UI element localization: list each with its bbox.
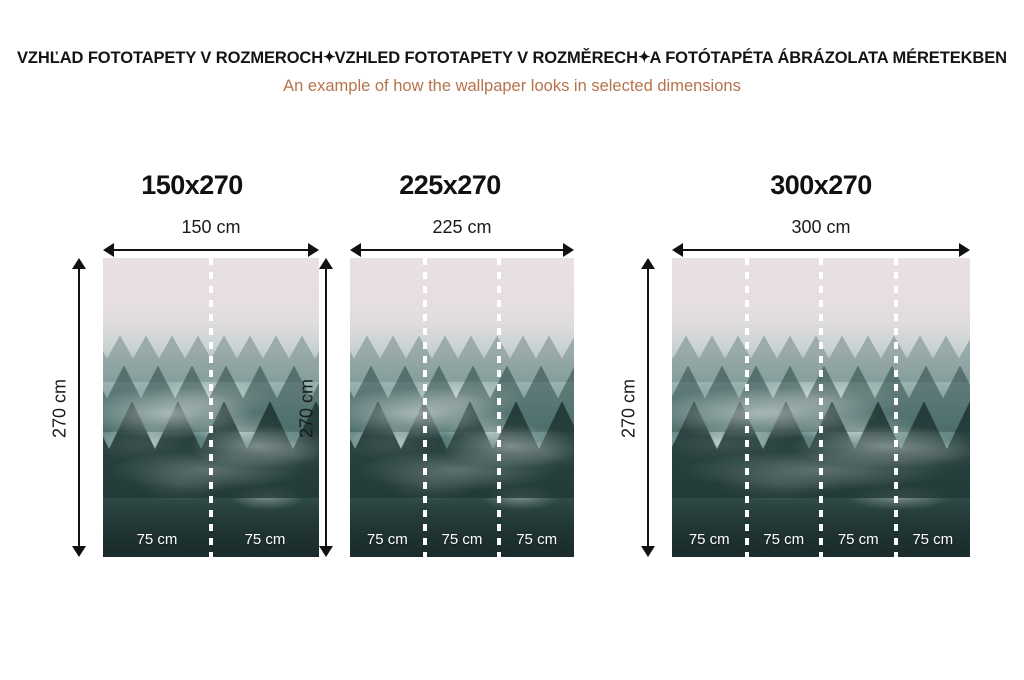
strip-width-label: 75 cm xyxy=(516,531,558,548)
panel-height-label: 270 cm xyxy=(296,378,317,439)
panel-title: 225x270 xyxy=(399,170,501,200)
strip-width-label: 75 cm xyxy=(136,531,178,548)
panel-width-label: 225 cm xyxy=(432,217,492,237)
size-panel-150x270: 150x270 150 cm 270 cm 75 cm 75 cm xyxy=(40,170,320,570)
width-dimension-arrow xyxy=(103,243,319,257)
panel-width-label: 300 cm xyxy=(791,217,851,237)
arrow-shaft xyxy=(647,264,649,551)
panel-seam xyxy=(422,258,427,557)
strip-width-label: 75 cm xyxy=(244,531,286,548)
sparkle-icon: ✦ xyxy=(637,49,651,66)
height-dimension-arrow xyxy=(72,258,86,557)
arrow-head-right-icon xyxy=(959,243,970,257)
arrow-head-left-icon xyxy=(103,243,114,257)
arrow-head-down-icon xyxy=(319,546,333,557)
wallpaper-preview: 75 cm 75 cm 75 cm 75 cm xyxy=(672,258,970,557)
strip-width-label: 75 cm xyxy=(837,531,879,548)
panel-seam xyxy=(209,258,213,557)
arrow-head-left-icon xyxy=(350,243,361,257)
wallpaper-preview: 75 cm 75 cm 75 cm xyxy=(350,258,574,557)
size-panel-225x270: 225x270 225 cm 270 cm 75 cm 75 cm 75 cm xyxy=(288,170,598,570)
width-dimension-arrow xyxy=(350,243,574,257)
page-title-hu: A FOTÓTAPÉTA ÁBRÁZOLATA MÉRETEKBEN xyxy=(649,49,1008,67)
arrow-head-up-icon xyxy=(319,258,333,269)
strip-width-label: 75 cm xyxy=(688,531,730,548)
arrow-shaft xyxy=(356,249,568,251)
arrow-head-up-icon xyxy=(641,258,655,269)
width-dimension-arrow xyxy=(672,243,970,257)
page-subtitle: An example of how the wallpaper looks in… xyxy=(283,77,741,95)
panel-width-label: 150 cm xyxy=(181,217,241,237)
arrow-head-up-icon xyxy=(72,258,86,269)
page-title-sk: VZHĽAD FOTOTAPETY V ROZMEROCH xyxy=(17,49,324,67)
arrow-head-down-icon xyxy=(72,546,86,557)
header: VZHĽAD FOTOTAPETY V ROZMEROCH✦VZHLED FOT… xyxy=(0,48,1024,96)
strip-width-label: 75 cm xyxy=(763,531,805,548)
wallpaper-preview: 75 cm 75 cm xyxy=(103,258,319,557)
height-dimension-arrow xyxy=(641,258,655,557)
arrow-head-left-icon xyxy=(672,243,683,257)
strip-width-label: 75 cm xyxy=(441,531,483,548)
panel-height-label: 270 cm xyxy=(49,378,70,439)
arrow-shaft xyxy=(678,249,964,251)
strip-width-label: 75 cm xyxy=(366,531,408,548)
arrow-shaft xyxy=(109,249,313,251)
panel-title: 300x270 xyxy=(770,170,872,200)
arrow-head-right-icon xyxy=(563,243,574,257)
panel-seam xyxy=(744,258,749,557)
panel-seam xyxy=(819,258,823,557)
arrow-shaft xyxy=(78,264,80,551)
bottom-shade xyxy=(350,491,574,557)
arrow-head-right-icon xyxy=(308,243,319,257)
size-panel-300x270: 300x270 300 cm 270 cm 75 cm 75 cm 75 cm … xyxy=(608,170,994,570)
strip-width-label: 75 cm xyxy=(912,531,954,548)
panel-seam xyxy=(497,258,502,557)
arrow-shaft xyxy=(325,264,327,551)
page-title-cz: VZHLED FOTOTAPETY V ROZMĚRECH xyxy=(334,49,638,67)
panel-height-label: 270 cm xyxy=(618,378,639,439)
sparkle-icon: ✦ xyxy=(323,49,336,66)
panel-seam xyxy=(893,258,898,557)
height-dimension-arrow xyxy=(319,258,333,557)
panel-title: 150x270 xyxy=(141,170,243,200)
arrow-head-down-icon xyxy=(641,546,655,557)
page-title: VZHĽAD FOTOTAPETY V ROZMEROCH✦VZHLED FOT… xyxy=(0,48,1024,68)
